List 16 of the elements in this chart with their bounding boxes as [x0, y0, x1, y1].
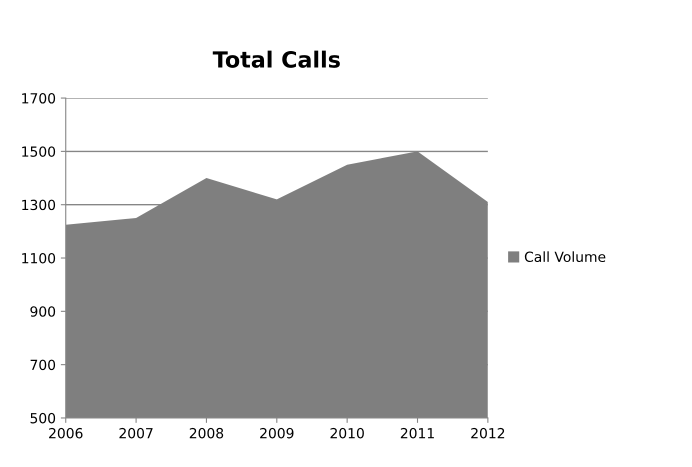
y-tick-label: 1500	[22, 146, 56, 157]
legend-label: Call Volume	[524, 251, 606, 262]
y-tick-label: 1300	[22, 200, 56, 210]
y-tick-label: 500	[30, 412, 56, 424]
x-tick-label: 2006	[49, 428, 83, 438]
y-tick-label: 900	[30, 306, 56, 317]
x-tick-label: 2007	[119, 428, 153, 438]
y-tick-label: 1100	[22, 252, 56, 264]
x-tick-label: 2009	[260, 428, 294, 438]
chart-title: Total Calls	[212, 50, 340, 68]
x-tick-label: 2010	[330, 428, 364, 438]
x-tick-label: 2012	[471, 428, 504, 438]
y-tick-label: 1700	[22, 93, 56, 104]
x-tick-label: 2008	[190, 428, 224, 438]
y-tick-label: 700	[30, 360, 56, 370]
x-tick-label: 2011	[400, 428, 434, 438]
